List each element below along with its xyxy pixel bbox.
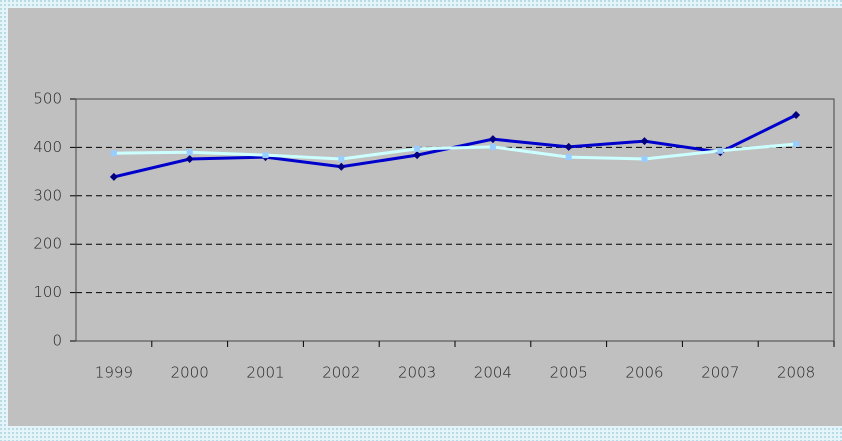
y-tick-label: 200 xyxy=(33,235,62,253)
chart-background xyxy=(8,8,842,426)
y-tick-label: 100 xyxy=(33,283,62,301)
marker xyxy=(186,149,193,156)
marker xyxy=(413,151,422,160)
x-tick-label: 1999 xyxy=(95,364,133,382)
x-tick-label: 2002 xyxy=(322,364,360,382)
marker xyxy=(185,155,194,164)
x-tick-label: 2003 xyxy=(398,364,436,382)
y-tick-label: 500 xyxy=(33,90,62,108)
marker xyxy=(641,156,648,163)
marker xyxy=(793,141,800,148)
marker xyxy=(262,152,269,159)
marker xyxy=(489,143,496,150)
x-tick-label: 2005 xyxy=(550,364,588,382)
marker xyxy=(565,154,572,161)
series-line xyxy=(113,142,797,161)
marker xyxy=(337,162,346,171)
x-tick-label: 2000 xyxy=(171,364,209,382)
marker xyxy=(414,145,421,152)
x-tick-label: 2001 xyxy=(246,364,284,382)
marker xyxy=(338,156,345,163)
marker xyxy=(110,150,117,157)
y-tick-label: 400 xyxy=(33,138,62,156)
marker xyxy=(640,137,649,146)
marker xyxy=(792,110,801,119)
marker xyxy=(488,135,497,144)
x-tick-label: 2007 xyxy=(701,364,739,382)
y-tick-label: 0 xyxy=(52,332,62,350)
marker xyxy=(109,172,118,181)
x-tick-label: 2006 xyxy=(625,364,663,382)
marker xyxy=(717,147,724,154)
x-tick-label: 2004 xyxy=(474,364,512,382)
marker xyxy=(564,142,573,151)
x-tick-label: 2008 xyxy=(777,364,815,382)
y-tick-label: 300 xyxy=(33,186,62,204)
